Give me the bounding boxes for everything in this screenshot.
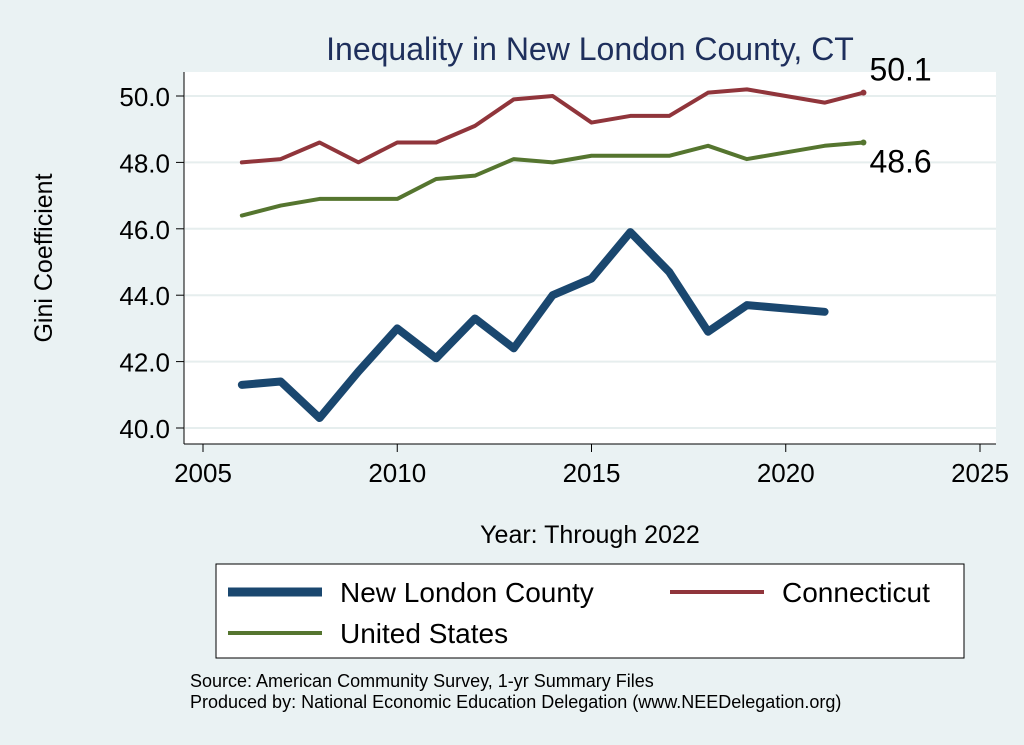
- annotations: 50.1 48.6: [860, 52, 932, 179]
- endpoint-label: 50.1: [869, 52, 931, 88]
- legend-label-united-states: United States: [340, 618, 508, 649]
- series-lines: [237, 87, 866, 423]
- series-line-united-states: [239, 140, 866, 218]
- series-line-connecticut: [239, 87, 866, 165]
- gridlines: [185, 95, 996, 429]
- y-tick-label: 44.0: [119, 281, 170, 311]
- x-axis-label: Year: Through 2022: [480, 521, 700, 549]
- x-tick-label: 2025: [951, 458, 1009, 488]
- endpoint-marker: [860, 89, 867, 96]
- legend-box: [215, 563, 965, 659]
- x-tick-label: 2015: [563, 458, 621, 488]
- series-line-new-london-county: [237, 228, 829, 423]
- y-tick-label: 48.0: [119, 148, 170, 178]
- x-tick-label: 2005: [174, 458, 232, 488]
- y-tick-label: 42.0: [119, 348, 170, 378]
- legend-label-new-london-county: New London County: [340, 577, 594, 608]
- legend-label-connecticut: Connecticut: [782, 577, 930, 608]
- legend: New London County Connecticut United Sta…: [215, 563, 965, 659]
- chart-title: Inequality in New London County, CT: [326, 31, 854, 67]
- x-tick-label: 2020: [757, 458, 815, 488]
- endpoint-marker: [860, 139, 867, 146]
- y-axis-ticks: 40.0 42.0 44.0 46.0 48.0 50.0: [119, 82, 184, 444]
- x-axis-ticks: 2005 2010 2015 2020 2025: [174, 444, 1009, 488]
- y-tick-label: 40.0: [119, 414, 170, 444]
- producer-line: Produced by: National Economic Education…: [190, 692, 841, 712]
- y-tick-label: 50.0: [119, 82, 170, 112]
- plot-area: [184, 72, 996, 444]
- endpoint-label: 48.6: [869, 143, 931, 179]
- x-tick-label: 2010: [368, 458, 426, 488]
- source-line: Source: American Community Survey, 1-yr …: [190, 671, 654, 691]
- y-axis-label: Gini Coefficient: [30, 173, 58, 342]
- y-tick-label: 46.0: [119, 215, 170, 245]
